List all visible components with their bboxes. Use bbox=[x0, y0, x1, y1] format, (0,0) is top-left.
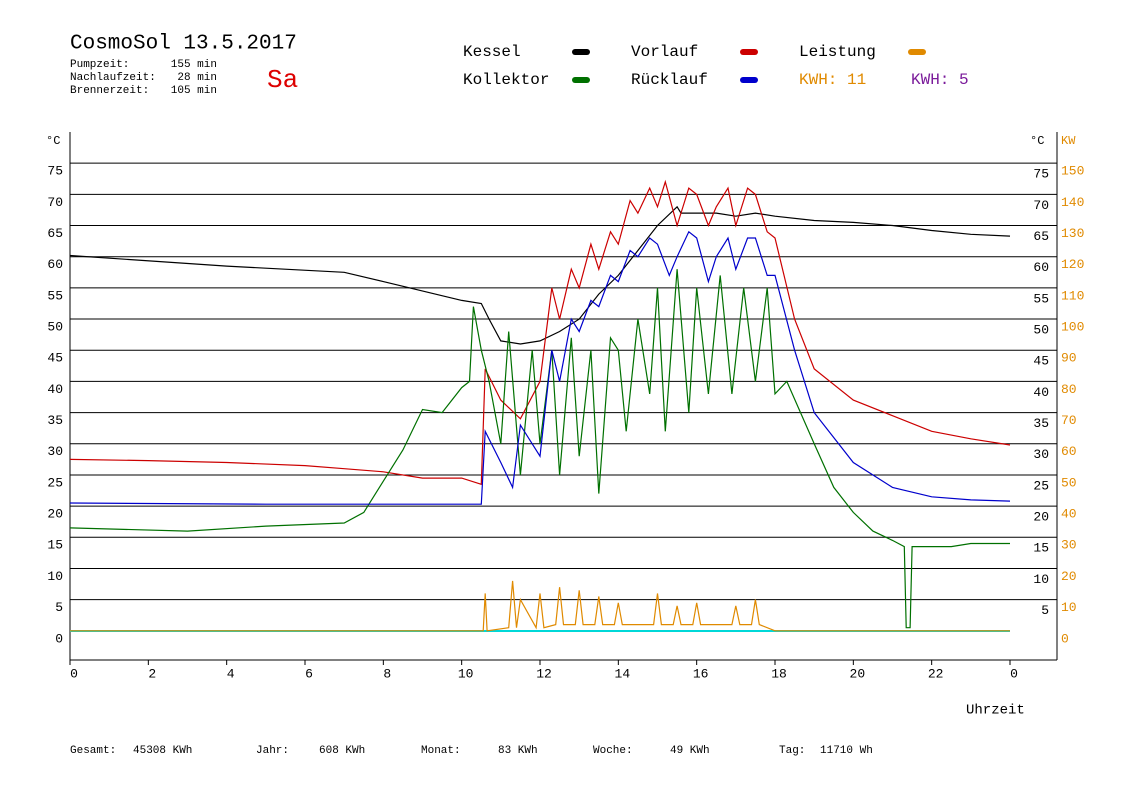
y-tick-label-right: 30 bbox=[1033, 447, 1049, 462]
y-tick-label: 45 bbox=[47, 351, 63, 366]
footer-label: Woche: bbox=[593, 745, 633, 757]
series-line bbox=[70, 580, 1010, 632]
footer-label: Gesamt: bbox=[70, 745, 116, 757]
y-tick-label: 30 bbox=[47, 444, 63, 459]
legend-label: Rücklauf bbox=[631, 71, 708, 89]
y2-tick-label: 50 bbox=[1061, 475, 1077, 490]
y-tick-label: 55 bbox=[47, 288, 63, 303]
y-tick-label: 70 bbox=[47, 195, 63, 210]
footer-value: 11710 Wh bbox=[820, 745, 873, 757]
y-axis-label: °C bbox=[46, 134, 60, 148]
kwh-label: KWH: 5 bbox=[911, 71, 969, 89]
y-tick-label-right: 75 bbox=[1033, 167, 1049, 182]
y2-tick-label: 120 bbox=[1061, 257, 1084, 272]
footer-label: Jahr: bbox=[256, 745, 289, 757]
y-tick-label-right: 20 bbox=[1033, 510, 1049, 525]
y-tick-label-right: 55 bbox=[1033, 291, 1049, 306]
x-tick-label: 0 bbox=[70, 666, 78, 681]
kwh-label: KWH: 11 bbox=[799, 71, 866, 89]
info-value: 105 min bbox=[171, 85, 217, 97]
y2-tick-label: 130 bbox=[1061, 226, 1084, 241]
weekday: Sa bbox=[267, 65, 298, 95]
footer-value: 608 KWh bbox=[319, 745, 365, 757]
y-axis-label-right: °C bbox=[1030, 134, 1044, 148]
info-label: Nachlaufzeit: bbox=[70, 72, 156, 84]
y-tick-label: 50 bbox=[47, 319, 63, 334]
x-tick-label: 18 bbox=[771, 666, 787, 681]
y2-tick-label: 20 bbox=[1061, 569, 1077, 584]
series-line bbox=[69, 230, 1011, 505]
y-tick-label-right: 10 bbox=[1033, 572, 1049, 587]
y2-tick-label: 100 bbox=[1061, 319, 1084, 334]
y-tick-label: 25 bbox=[47, 475, 63, 490]
info-value: 28 min bbox=[177, 72, 217, 84]
y-tick-label: 20 bbox=[47, 507, 63, 522]
y-tick-label: 0 bbox=[55, 631, 63, 646]
y-tick-label-right: 15 bbox=[1033, 541, 1049, 556]
x-tick-label: 4 bbox=[227, 666, 235, 681]
x-tick-label: 2 bbox=[148, 666, 156, 681]
info-value: 155 min bbox=[171, 59, 217, 71]
y2-tick-label: 0 bbox=[1061, 631, 1069, 646]
y2-tick-label: 60 bbox=[1061, 444, 1077, 459]
y-tick-label: 10 bbox=[47, 569, 63, 584]
x-tick-label: 16 bbox=[693, 666, 709, 681]
y-tick-label-right: 60 bbox=[1033, 260, 1049, 275]
x-tick-label: 10 bbox=[458, 666, 474, 681]
y-tick-label-right: 70 bbox=[1033, 198, 1049, 213]
y2-tick-label: 10 bbox=[1061, 600, 1077, 615]
footer-value: 83 KWh bbox=[498, 745, 538, 757]
x-tick-label: 12 bbox=[536, 666, 552, 681]
y-tick-label: 75 bbox=[47, 164, 63, 179]
series-line bbox=[69, 179, 1011, 486]
x-tick-label: 14 bbox=[615, 666, 631, 681]
y2-tick-label: 70 bbox=[1061, 413, 1077, 428]
y-tick-label-right: 25 bbox=[1033, 478, 1049, 493]
footer-value: 45308 KWh bbox=[133, 745, 192, 757]
x-tick-label: 8 bbox=[383, 666, 391, 681]
footer-label: Tag: bbox=[779, 745, 805, 757]
series-line bbox=[69, 269, 1010, 629]
x-tick-label: 0 bbox=[1010, 666, 1018, 681]
chart-title: CosmoSol 13.5.2017 bbox=[70, 33, 297, 56]
y2-tick-label: 90 bbox=[1061, 351, 1077, 366]
y-tick-label-right: 65 bbox=[1033, 229, 1049, 244]
info-label: Brennerzeit: bbox=[70, 85, 149, 97]
y-tick-label-right: 5 bbox=[1041, 603, 1049, 618]
y-tick-label: 15 bbox=[47, 538, 63, 553]
y2-tick-label: 140 bbox=[1061, 195, 1084, 210]
y-tick-label: 65 bbox=[47, 226, 63, 241]
y-tick-label: 5 bbox=[55, 600, 63, 615]
series-line bbox=[69, 205, 1011, 345]
y-tick-label-right: 35 bbox=[1033, 416, 1049, 431]
legend-label: Vorlauf bbox=[631, 43, 698, 61]
y-tick-label-right: 45 bbox=[1033, 354, 1049, 369]
y-tick-label-right: 40 bbox=[1033, 385, 1049, 400]
info-label: Pumpzeit: bbox=[70, 59, 129, 71]
x-axis-label: Uhrzeit bbox=[966, 703, 1025, 719]
y2-tick-label: 30 bbox=[1061, 538, 1077, 553]
y-tick-label: 35 bbox=[47, 413, 63, 428]
y-tick-label: 40 bbox=[47, 382, 63, 397]
y2-tick-label: 150 bbox=[1061, 164, 1084, 179]
y-tick-label: 60 bbox=[47, 257, 63, 272]
footer-value: 49 KWh bbox=[670, 745, 710, 757]
footer-label: Monat: bbox=[421, 745, 461, 757]
y-tick-label-right: 50 bbox=[1033, 322, 1049, 337]
y2-tick-label: 110 bbox=[1061, 288, 1084, 303]
legend-label: Kessel bbox=[463, 43, 521, 61]
y2-tick-label: 80 bbox=[1061, 382, 1077, 397]
legend-label: Leistung bbox=[799, 43, 876, 61]
x-tick-label: 6 bbox=[305, 666, 313, 681]
y2-tick-label: 40 bbox=[1061, 507, 1077, 522]
y2-axis-label: KW bbox=[1061, 134, 1076, 148]
legend-label: Kollektor bbox=[463, 71, 549, 89]
x-tick-label: 22 bbox=[928, 666, 944, 681]
x-tick-label: 20 bbox=[850, 666, 866, 681]
